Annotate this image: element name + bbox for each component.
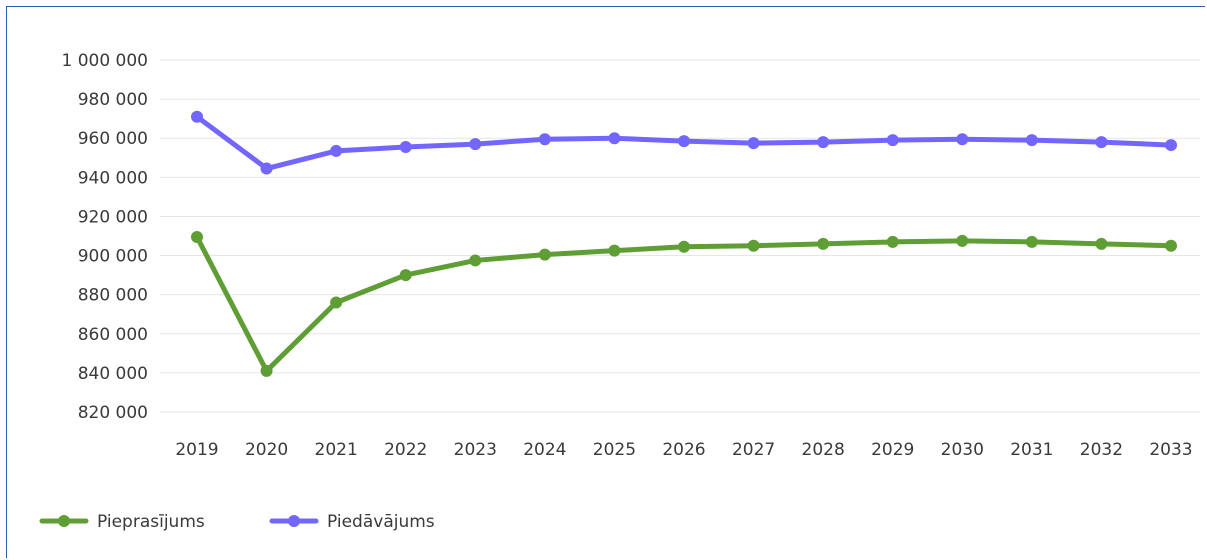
data-point — [538, 133, 551, 146]
data-point — [608, 132, 621, 145]
data-point — [678, 135, 690, 148]
y-tick-label: 960 000 — [78, 129, 148, 149]
x-tick-label: 2033 — [1149, 440, 1192, 460]
legend-label: Piedāvājums — [327, 512, 435, 532]
data-point — [886, 235, 899, 248]
x-tick-label: 2030 — [941, 440, 984, 460]
data-point — [608, 244, 621, 257]
x-tick-label: 2026 — [662, 440, 705, 460]
y-tick-label: 840 000 — [78, 364, 148, 384]
data-point — [1025, 134, 1038, 147]
data-point — [678, 240, 690, 253]
data-point — [191, 230, 203, 243]
x-tick-label: 2023 — [454, 440, 497, 460]
data-point — [260, 364, 273, 377]
data-point — [469, 138, 482, 151]
data-point — [1025, 235, 1038, 248]
data-point — [1165, 239, 1177, 252]
series-line — [194, 234, 1174, 374]
x-tick-label: 2020 — [245, 440, 288, 460]
data-point — [956, 133, 969, 146]
data-point — [747, 137, 760, 150]
x-tick-label: 2022 — [384, 440, 427, 460]
x-tick-label: 2032 — [1080, 440, 1123, 460]
grid-lines — [160, 59, 1200, 413]
data-point — [330, 144, 343, 157]
x-tick-label: 2027 — [732, 440, 775, 460]
data-point — [330, 296, 343, 309]
legend: Pieprasījums Piedāvājums — [39, 512, 435, 532]
data-point — [886, 134, 899, 147]
data-point — [1095, 237, 1108, 250]
data-point — [469, 254, 482, 267]
x-tick-label: 2031 — [1010, 440, 1053, 460]
data-point — [747, 239, 760, 252]
data-point — [538, 248, 551, 261]
y-tick-label: 820 000 — [78, 403, 148, 423]
y-tick-label: 940 000 — [78, 168, 148, 188]
x-tick-label: 2024 — [523, 440, 566, 460]
x-tick-label: 2028 — [802, 440, 845, 460]
y-tick-label: 920 000 — [78, 207, 148, 227]
y-tick-label: 980 000 — [78, 90, 148, 110]
data-point — [191, 110, 203, 123]
chart-frame — [6, 6, 1205, 558]
y-tick-label: 880 000 — [78, 286, 148, 306]
data-point — [956, 234, 969, 247]
data-point — [399, 141, 412, 154]
y-axis-ticks: 820 000 840 000 860 000 880 000 900 000 920 0… — [61, 51, 148, 423]
y-tick-label: 1 000 000 — [61, 51, 148, 71]
data-point — [399, 269, 412, 282]
x-tick-label: 2019 — [175, 440, 218, 460]
x-axis-ticks: 2019 2020 2021 2022 2023 2024 2025 2026 2027 2028… — [175, 440, 1192, 460]
legend-label: Pieprasījums — [97, 512, 205, 532]
data-point — [1165, 139, 1177, 152]
data-point — [260, 162, 273, 175]
legend-swatch-marker — [288, 515, 300, 527]
x-tick-label: 2029 — [871, 440, 914, 460]
y-tick-label: 900 000 — [78, 247, 148, 267]
data-point — [1095, 136, 1108, 149]
x-tick-label: 2025 — [593, 440, 636, 460]
x-tick-label: 2021 — [315, 440, 358, 460]
legend-swatch-marker — [58, 515, 70, 527]
series-group — [191, 110, 1177, 377]
data-point — [817, 237, 830, 250]
data-point — [817, 136, 830, 149]
y-tick-label: 860 000 — [78, 325, 148, 345]
